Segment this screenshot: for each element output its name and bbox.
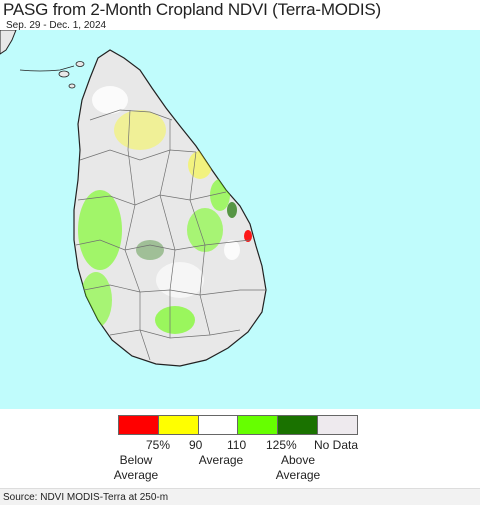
legend-swatch-above — [278, 416, 319, 434]
legend-tick-110: 110 — [227, 438, 247, 452]
legend-tick-75: 75% — [146, 438, 171, 452]
legend-category-below: Below Average — [113, 453, 159, 482]
india-coast — [0, 29, 17, 55]
map-panel — [0, 29, 480, 409]
legend-swatch-no-data — [318, 416, 357, 434]
district-boundaries — [75, 109, 266, 361]
legend-category-average: Average — [198, 453, 244, 467]
date-range: Sep. 29 - Dec. 1, 2024 — [6, 20, 107, 31]
legend-swatch-slightly-above — [238, 416, 279, 434]
northern-islands — [58, 61, 85, 89]
adams-bridge — [19, 65, 75, 72]
source-footer: Source: NDVI MODIS-Terra at 250-m — [0, 488, 480, 505]
legend-swatch-below — [119, 416, 159, 434]
legend-swatch-slightly-below — [158, 416, 199, 434]
legend-tick-no-data: No Data — [314, 438, 359, 452]
legend-swatch-average — [198, 416, 239, 434]
map-title: PASG from 2-Month Cropland NDVI (Terra-M… — [3, 0, 381, 19]
legend-category-above: Above Average — [275, 453, 321, 482]
legend-color-bar — [118, 415, 358, 435]
sri-lanka-land — [73, 49, 267, 367]
legend-tick-90: 90 — [189, 438, 203, 452]
sri-lanka-map — [0, 29, 267, 367]
legend-tick-125: 125% — [266, 438, 297, 452]
